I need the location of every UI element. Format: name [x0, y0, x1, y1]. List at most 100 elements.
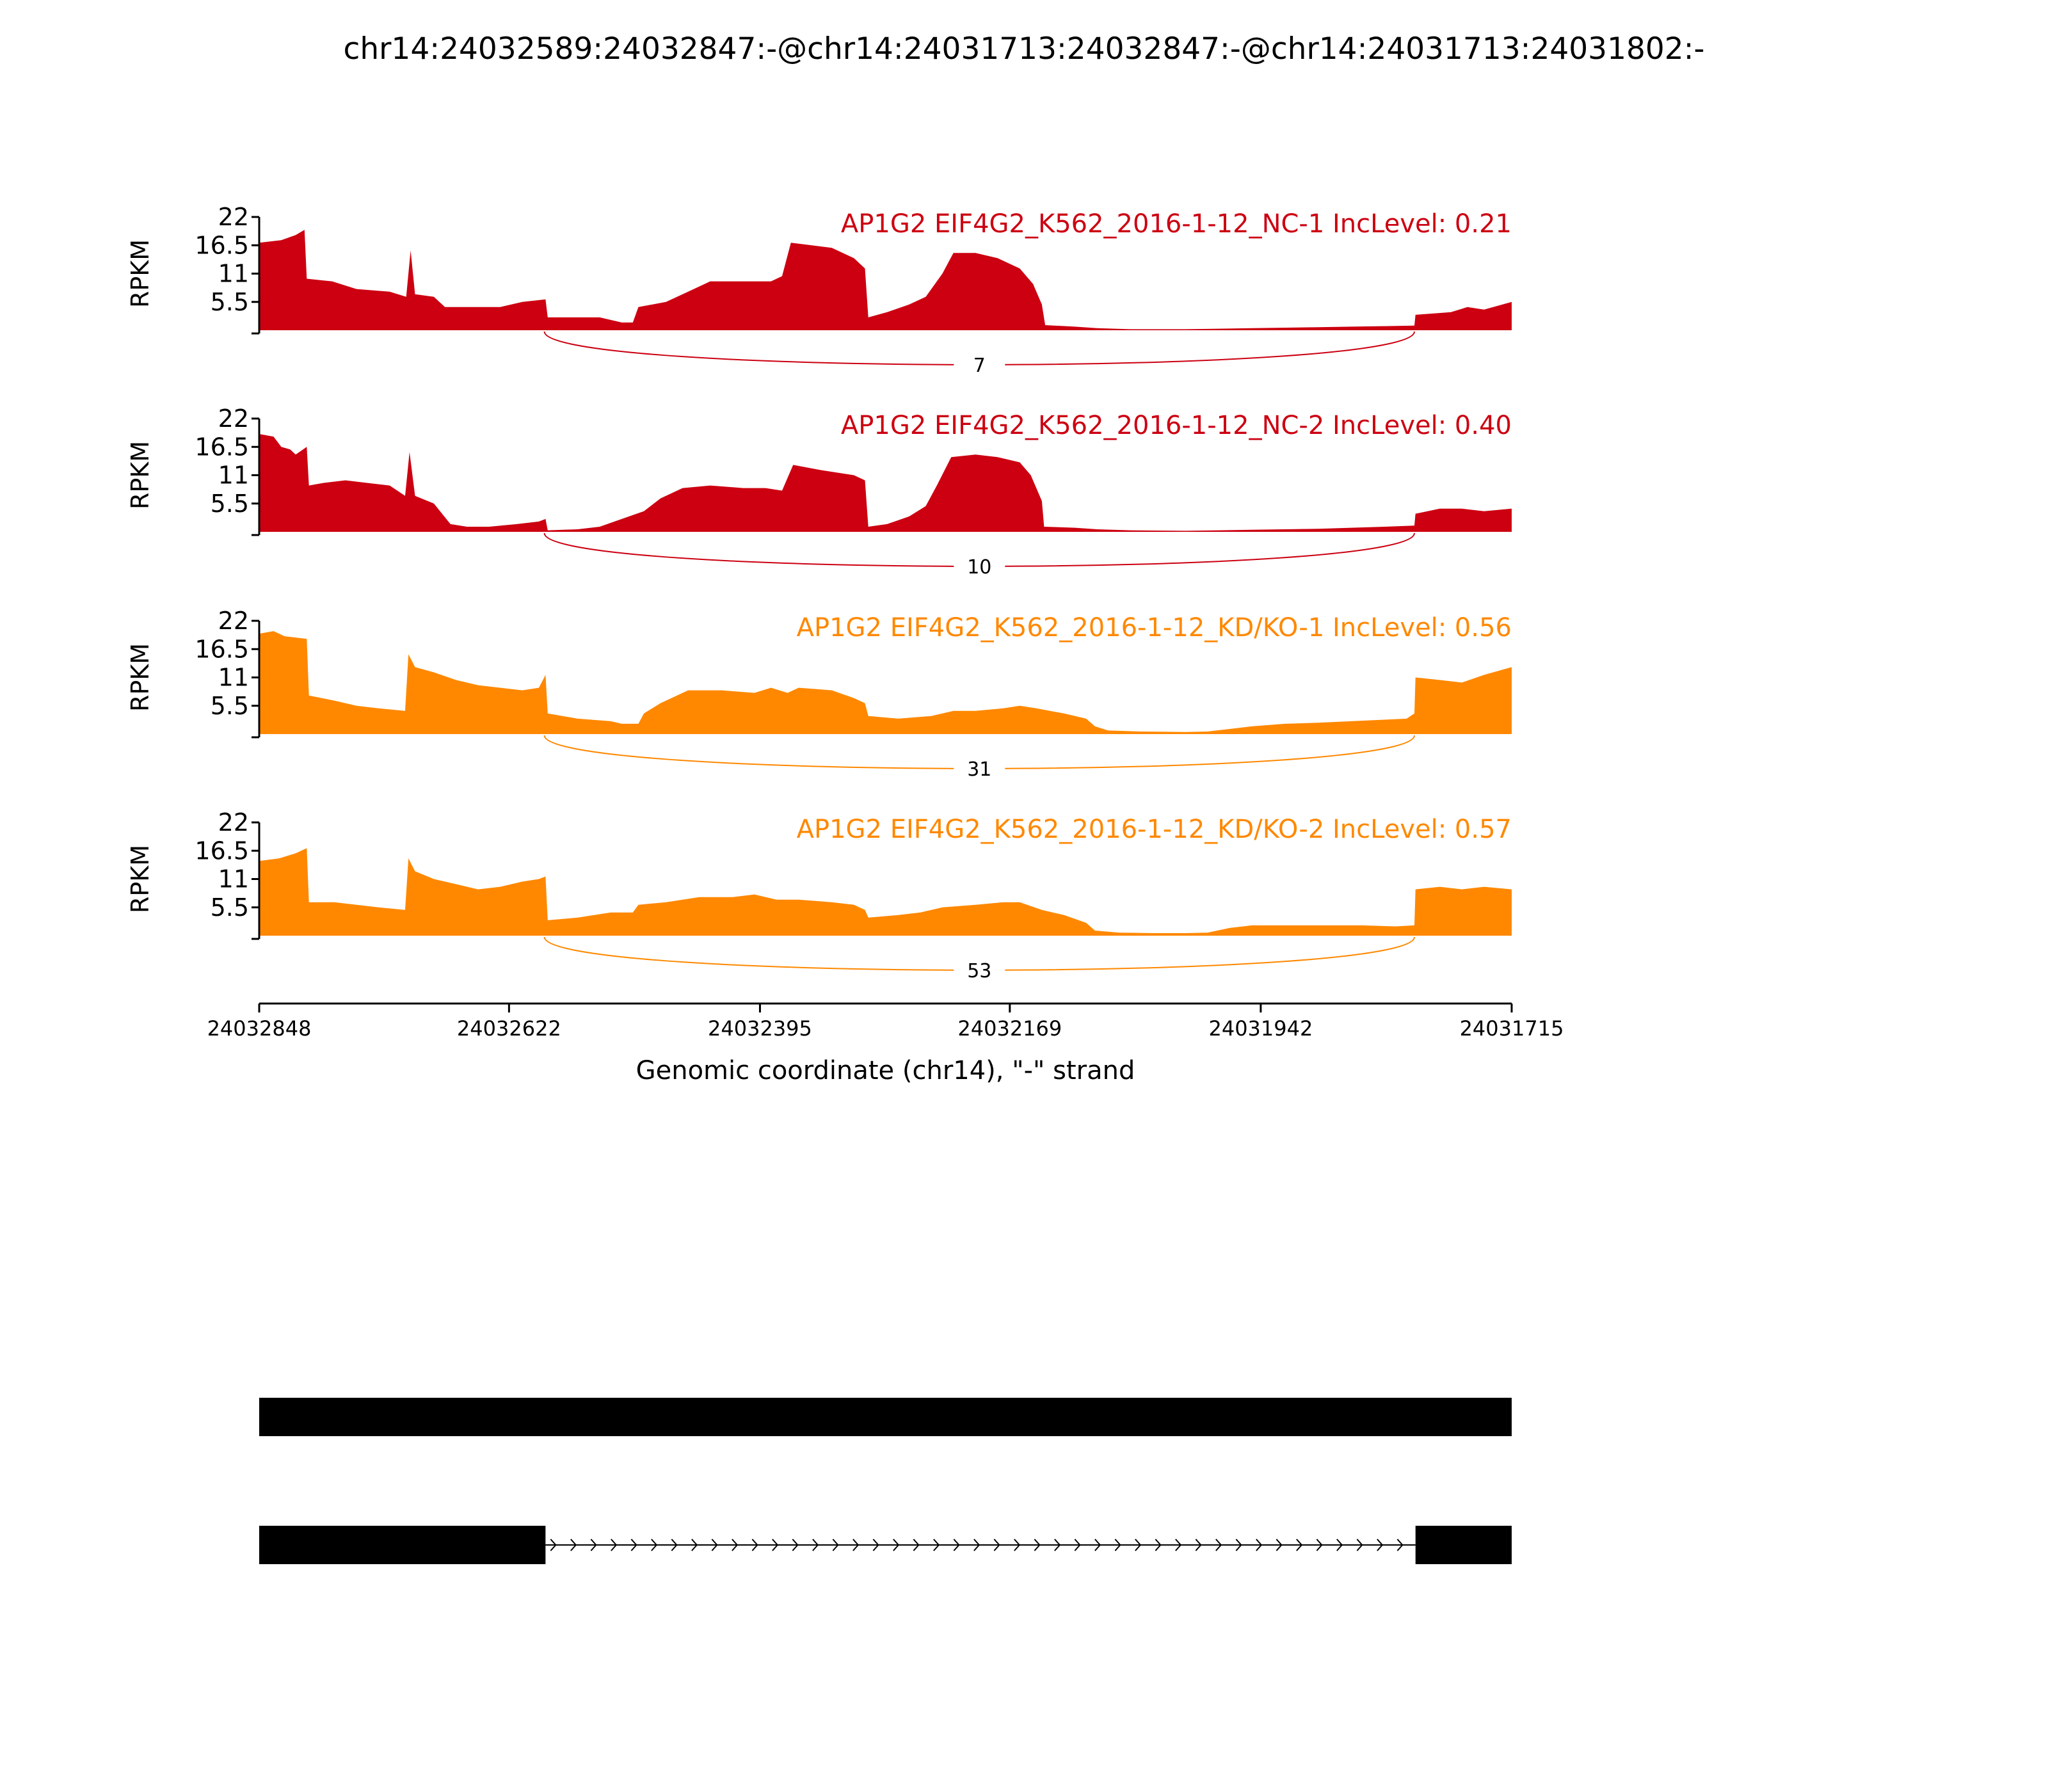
strand-chevron [792, 1539, 799, 1551]
isoform-track [259, 1398, 1512, 1436]
y-tick-label: 22 [218, 808, 249, 836]
strand-chevron [1256, 1539, 1263, 1551]
figure-title: chr14:24032589:24032847:-@chr14:24031713… [343, 31, 1704, 67]
x-tick-label: 24032395 [708, 1016, 812, 1041]
strand-chevron [772, 1539, 779, 1551]
y-tick-label: 11 [218, 865, 249, 893]
strand-chevron [1074, 1539, 1081, 1551]
strand-chevron [691, 1539, 698, 1551]
exon-block [259, 1526, 546, 1564]
y-tick-label: 16.5 [195, 635, 249, 663]
y-tick-label: 5.5 [211, 692, 249, 720]
strand-chevron [872, 1539, 879, 1551]
y-tick-label: 16.5 [195, 433, 249, 461]
strand-chevron [933, 1539, 940, 1551]
y-tick-label: 16.5 [195, 231, 249, 259]
strand-chevron [832, 1539, 839, 1551]
strand-chevron [651, 1539, 658, 1551]
strand-chevron [1114, 1539, 1121, 1551]
strand-chevron [993, 1539, 1000, 1551]
x-tick-label: 24032622 [457, 1016, 561, 1041]
strand-chevron [1034, 1539, 1041, 1551]
strand-chevron [1336, 1539, 1343, 1551]
y-tick-label: 16.5 [195, 836, 249, 865]
y-tick-label: 11 [218, 664, 249, 692]
strand-chevron [1094, 1539, 1101, 1551]
strand-chevron [913, 1539, 920, 1551]
junction-count: 31 [967, 758, 991, 781]
strand-chevron [953, 1539, 960, 1551]
exon-block [1415, 1526, 1512, 1564]
y-tick-label: 5.5 [211, 893, 249, 922]
strand-chevron [570, 1539, 577, 1551]
coverage-area [259, 631, 1512, 734]
strand-chevron [1215, 1539, 1222, 1551]
series-label: AP1G2 EIF4G2_K562_2016-1-12_NC-2 IncLeve… [841, 411, 1512, 440]
y-axis-label: RPKM [126, 441, 154, 509]
y-tick-label: 5.5 [211, 288, 249, 316]
junction-count-box [954, 556, 1005, 577]
y-tick-label: 5.5 [211, 490, 249, 518]
strand-chevron [852, 1539, 860, 1551]
coverage-area [259, 434, 1512, 532]
junction-count: 10 [967, 556, 991, 579]
x-tick-label: 24031715 [1460, 1016, 1564, 1041]
y-axis-label: RPKM [126, 845, 154, 913]
strand-chevron [1155, 1539, 1162, 1551]
coverage-area [259, 230, 1512, 330]
strand-chevron [1235, 1539, 1242, 1551]
junction-count-box [954, 960, 1005, 980]
strand-chevron [1276, 1539, 1283, 1551]
strand-chevron [1296, 1539, 1303, 1551]
y-axis-label: RPKM [126, 643, 154, 712]
strand-chevron [1377, 1539, 1384, 1551]
strand-chevron [711, 1539, 718, 1551]
series-label: AP1G2 EIF4G2_K562_2016-1-12_KD/KO-1 IncL… [797, 613, 1512, 643]
x-tick-label: 24032848 [207, 1016, 312, 1041]
junction-count-box [954, 355, 1005, 375]
strand-chevron [590, 1539, 597, 1551]
strand-chevron [1175, 1539, 1182, 1551]
strand-chevron [1316, 1539, 1323, 1551]
series-label: AP1G2 EIF4G2_K562_2016-1-12_NC-1 IncLeve… [841, 209, 1512, 239]
x-axis: 24032848 24032622 24032395 24032169 24031942… [207, 1002, 1564, 1085]
strand-chevron [611, 1539, 618, 1551]
strand-chevron [1014, 1539, 1021, 1551]
junction-count-box [954, 758, 1005, 779]
x-axis-label: Genomic coordinate (chr14), "-" strand [636, 1056, 1135, 1085]
coverage-area [259, 848, 1512, 936]
strand-chevron [893, 1539, 900, 1551]
y-axis-label: RPKM [126, 239, 154, 308]
y-tick-label: 11 [218, 260, 249, 288]
x-tick-label: 24032169 [957, 1016, 1062, 1041]
strand-chevron [1356, 1539, 1363, 1551]
strand-chevron [732, 1539, 739, 1551]
exon-block [259, 1398, 1512, 1436]
strand-chevron [1054, 1539, 1061, 1551]
isoform-tracks [259, 1398, 1512, 1564]
strand-chevron [550, 1539, 557, 1551]
y-tick-label: 22 [218, 404, 249, 433]
strand-chevron [1135, 1539, 1142, 1551]
strand-chevron [1396, 1539, 1404, 1551]
junction-count: 53 [967, 960, 991, 982]
strand-chevron [751, 1539, 758, 1551]
strand-chevron [671, 1539, 678, 1551]
y-tick-label: 11 [218, 461, 249, 490]
strand-chevron [812, 1539, 819, 1551]
series-label: AP1G2 EIF4G2_K562_2016-1-12_KD/KO-2 IncL… [797, 815, 1512, 844]
strand-chevron [1195, 1539, 1202, 1551]
junction-count: 7 [973, 355, 986, 377]
strand-chevron [630, 1539, 637, 1551]
strand-chevron [973, 1539, 980, 1551]
y-tick-label: 22 [218, 607, 249, 635]
isoform-track [259, 1526, 1512, 1564]
y-tick-label: 22 [218, 203, 249, 231]
x-tick-label: 24031942 [1208, 1016, 1313, 1041]
